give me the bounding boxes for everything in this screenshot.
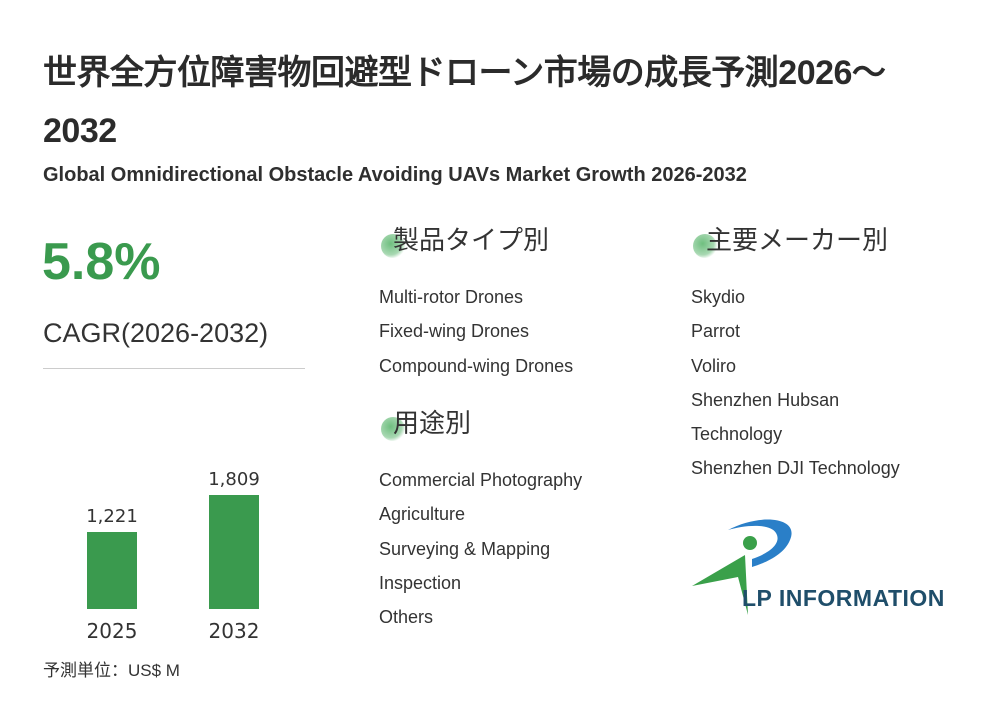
list-item: Agriculture (379, 504, 466, 525)
logo-text: LP INFORMATION (742, 585, 945, 611)
bar-2025 (87, 532, 137, 609)
application-list: Commercial Photography Agriculture Surve… (379, 469, 582, 640)
product-type-list: Multi-rotor Drones Fixed-wing Drones Com… (379, 286, 573, 389)
unit-label: 予測単位：US$ M (43, 661, 180, 680)
list-item: Surveying & Mapping (379, 538, 551, 559)
list-item: Compound-wing Drones (379, 355, 574, 376)
bullet-dot-icon (381, 417, 405, 441)
section-heading-manufacturers: 主要メーカー別 (706, 225, 889, 255)
list-item: Fixed-wing Drones (379, 321, 530, 342)
page-title-en: Global Omnidirectional Obstacle Avoiding… (43, 164, 747, 186)
manufacturers-list: Skydio Parrot Voliro Shenzhen Hubsan Tec… (691, 286, 900, 492)
list-item: Others (379, 607, 434, 628)
bar-value-2032: 1,809 (208, 469, 260, 490)
lp-information-logo-icon (692, 519, 792, 615)
bullet-dot-icon (381, 234, 405, 258)
list-item: Shenzhen DJI Technology (691, 458, 900, 479)
list-item: Technology (691, 424, 783, 445)
bar-year-2025: 2025 (86, 619, 138, 643)
list-item: Shenzhen Hubsan (691, 389, 840, 410)
list-item: Parrot (691, 321, 741, 342)
list-item: Voliro (691, 355, 737, 376)
bullet-dot-icon (693, 234, 717, 258)
cagr-value: 5.8% (42, 233, 161, 291)
bar-value-2025: 1,221 (86, 506, 138, 527)
cagr-label: CAGR(2026-2032) (43, 318, 269, 348)
list-item: Multi-rotor Drones (379, 287, 524, 307)
list-item: Commercial Photography (379, 470, 583, 490)
list-item: Skydio (691, 287, 746, 307)
divider (43, 368, 305, 369)
section-heading-product-type: 製品タイプ別 (393, 225, 550, 255)
section-heading-application: 用途別 (393, 408, 472, 438)
page-title-jp: 世界全方位障害物回避型ドローン市場の成長予測2026～2032 (43, 54, 886, 150)
list-item: Inspection (379, 572, 462, 593)
bar-year-2032: 2032 (208, 619, 260, 643)
bar-2032 (209, 495, 259, 609)
